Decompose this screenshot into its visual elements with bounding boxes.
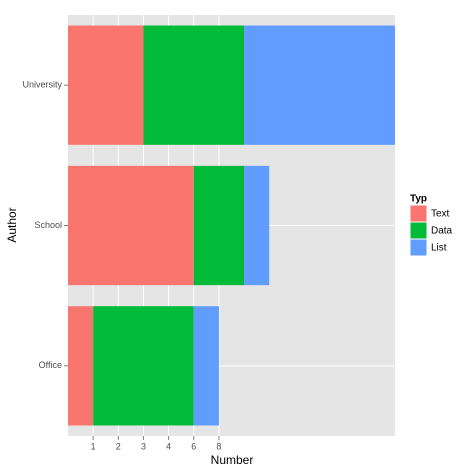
bar-segment — [143, 25, 245, 145]
bar-segment — [244, 25, 395, 145]
bar-segment — [68, 306, 94, 426]
legend-key — [409, 204, 428, 223]
y-tick-label: School — [34, 220, 62, 230]
x-axis-title: Number — [211, 453, 254, 467]
bar-segment — [68, 165, 194, 286]
bar-segment — [244, 165, 270, 286]
legend-label: Text — [431, 209, 450, 220]
bar-segment — [193, 165, 245, 286]
x-tick-label: 6 — [191, 441, 196, 451]
y-tick-label: University — [22, 80, 62, 90]
bar-segment — [193, 306, 219, 426]
x-tick-label: 4 — [166, 441, 171, 451]
legend-label: Data — [431, 226, 453, 237]
x-tick-label: 1 — [91, 441, 96, 451]
bar-segment — [68, 25, 144, 145]
bar-segment — [93, 306, 194, 426]
x-tick-label: 2 — [116, 441, 121, 451]
legend-key — [409, 221, 428, 240]
x-tick-label: 3 — [141, 441, 146, 451]
x-tick-label: 8 — [216, 441, 221, 451]
legend-key — [409, 238, 428, 257]
y-axis-title: Author — [5, 207, 19, 242]
legend-label: List — [431, 243, 447, 254]
y-tick-label: Office — [39, 360, 62, 370]
legend-title: Typ — [410, 194, 427, 205]
